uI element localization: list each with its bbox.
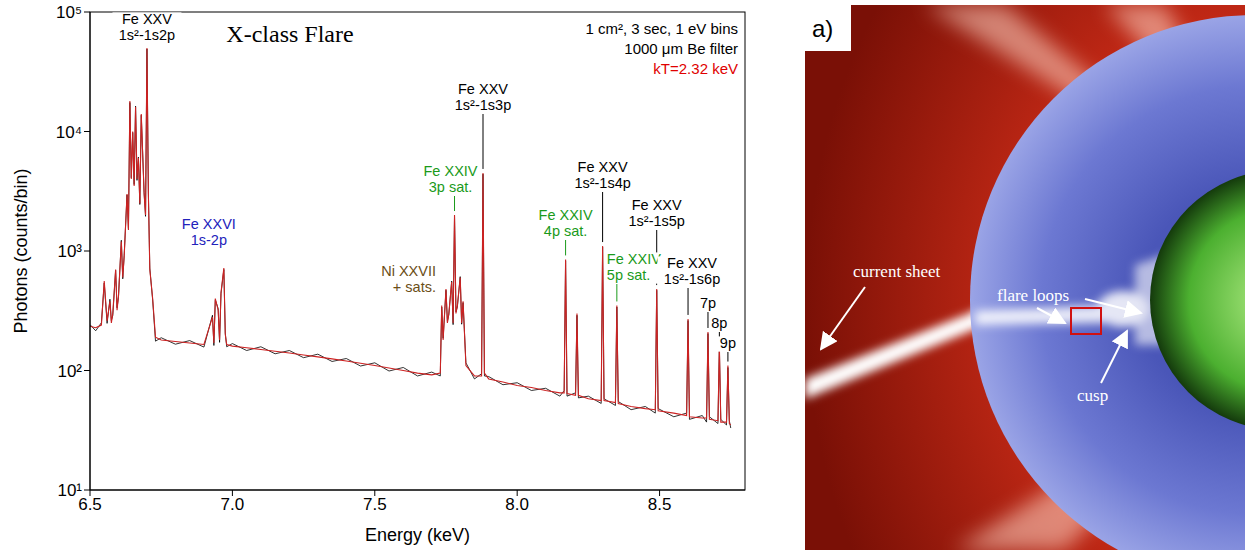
svg-text:7.0: 7.0 — [221, 495, 245, 514]
svg-text:Energy (keV): Energy (keV) — [365, 525, 470, 545]
svg-text:10⁴: 10⁴ — [56, 123, 82, 142]
svg-text:Fe XXV: Fe XXV — [458, 81, 508, 97]
svg-text:Fe XXIV: Fe XXIV — [539, 207, 593, 223]
svg-text:1s²-1s5p: 1s²-1s5p — [629, 213, 685, 229]
svg-text:Fe XXV: Fe XXV — [578, 159, 628, 175]
svg-text:1 cm², 3 sec, 1 eV bins: 1 cm², 3 sec, 1 eV bins — [585, 20, 738, 37]
svg-text:8p: 8p — [711, 315, 727, 331]
svg-text:Fe XXV: Fe XXV — [667, 255, 717, 271]
svg-text:1000 μm Be filter: 1000 μm Be filter — [624, 40, 738, 57]
svg-text:10¹: 10¹ — [57, 481, 82, 500]
svg-text:cusp: cusp — [1077, 386, 1108, 405]
svg-text:flare loops: flare loops — [997, 286, 1069, 305]
svg-text:current sheet: current sheet — [853, 262, 941, 281]
svg-text:8.0: 8.0 — [505, 495, 529, 514]
svg-text:a): a) — [812, 15, 833, 42]
svg-text:1s-2p: 1s-2p — [191, 232, 227, 248]
svg-text:X-class Flare: X-class Flare — [226, 21, 353, 47]
svg-text:9p: 9p — [720, 335, 736, 351]
svg-text:8.5: 8.5 — [648, 495, 672, 514]
svg-text:Fe XXIV: Fe XXIV — [424, 163, 478, 179]
svg-text:7p: 7p — [700, 295, 716, 311]
svg-text:Fe XXV: Fe XXV — [122, 11, 172, 27]
svg-text:kT=2.32 keV: kT=2.32 keV — [653, 60, 738, 77]
svg-text:1s²-1s4p: 1s²-1s4p — [574, 175, 630, 191]
svg-text:Fe XXIV: Fe XXIV — [607, 251, 661, 267]
svg-text:4p sat.: 4p sat. — [544, 223, 588, 239]
svg-text:10³: 10³ — [57, 242, 82, 261]
svg-text:Photons (counts/bin): Photons (counts/bin) — [11, 168, 31, 333]
svg-text:10²: 10² — [57, 362, 82, 381]
svg-text:+ sats.: + sats. — [393, 279, 436, 295]
svg-text:Fe XXVI: Fe XXVI — [182, 216, 236, 232]
svg-text:5p sat.: 5p sat. — [607, 267, 651, 283]
svg-text:10⁵: 10⁵ — [56, 3, 82, 22]
svg-text:1s²-1s2p: 1s²-1s2p — [119, 27, 175, 43]
svg-text:3p sat.: 3p sat. — [429, 179, 473, 195]
svg-text:Ni XXVII: Ni XXVII — [381, 263, 436, 279]
svg-text:1s²-1s3p: 1s²-1s3p — [455, 97, 511, 113]
svg-text:1s²-1s6p: 1s²-1s6p — [664, 271, 720, 287]
svg-text:7.5: 7.5 — [363, 495, 387, 514]
svg-text:6.5: 6.5 — [78, 495, 102, 515]
svg-text:Fe XXV: Fe XXV — [632, 197, 682, 213]
